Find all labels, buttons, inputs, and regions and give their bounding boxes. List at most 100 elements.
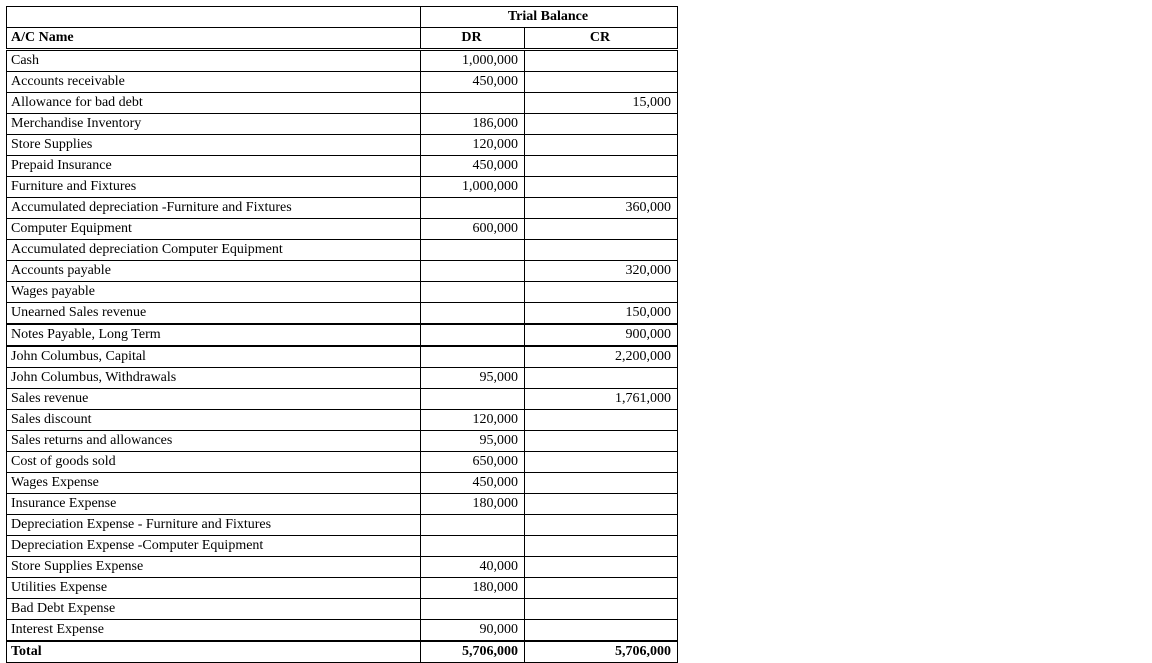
table-row: Utilities Expense180,000 [7, 578, 678, 599]
account-name-cell: Cost of goods sold [7, 452, 421, 473]
account-name-cell: Store Supplies [7, 135, 421, 156]
table-row: John Columbus, Withdrawals95,000 [7, 368, 678, 389]
cr-cell [525, 410, 678, 431]
dr-cell: 600,000 [421, 219, 525, 240]
dr-cell: 450,000 [421, 72, 525, 93]
dr-cell [421, 282, 525, 303]
cr-cell [525, 114, 678, 135]
cr-cell: 1,761,000 [525, 389, 678, 410]
col-header-name: A/C Name [7, 28, 421, 50]
dr-cell: 450,000 [421, 156, 525, 177]
account-name-cell: Bad Debt Expense [7, 599, 421, 620]
dr-cell: 1,000,000 [421, 177, 525, 198]
cr-cell: 360,000 [525, 198, 678, 219]
cr-cell [525, 494, 678, 515]
dr-cell: 120,000 [421, 410, 525, 431]
cr-cell [525, 135, 678, 156]
dr-cell: 180,000 [421, 494, 525, 515]
table-row: Bad Debt Expense [7, 599, 678, 620]
account-name-cell: Prepaid Insurance [7, 156, 421, 177]
cr-cell [525, 599, 678, 620]
dr-cell [421, 93, 525, 114]
trial-balance-table: Trial Balance A/C Name DR CR Cash1,000,0… [6, 6, 678, 663]
account-name-cell: Accumulated depreciation Computer Equipm… [7, 240, 421, 261]
table-row: Furniture and Fixtures1,000,000 [7, 177, 678, 198]
cr-cell [525, 431, 678, 452]
trial-balance-sheet: Trial Balance A/C Name DR CR Cash1,000,0… [0, 0, 1152, 663]
dr-cell: 180,000 [421, 578, 525, 599]
cr-cell [525, 219, 678, 240]
table-row: Depreciation Expense -Computer Equipment [7, 536, 678, 557]
cr-cell: 320,000 [525, 261, 678, 282]
dr-cell: 95,000 [421, 431, 525, 452]
cr-cell [525, 72, 678, 93]
account-name-cell: Store Supplies Expense [7, 557, 421, 578]
total-cr: 5,706,000 [525, 641, 678, 663]
account-name-cell: Accounts payable [7, 261, 421, 282]
table-row: Store Supplies120,000 [7, 135, 678, 156]
table-row: Accumulated depreciation -Furniture and … [7, 198, 678, 219]
account-name-cell: Allowance for bad debt [7, 93, 421, 114]
table-row: Cost of goods sold650,000 [7, 452, 678, 473]
dr-cell: 1,000,000 [421, 50, 525, 72]
table-row: Sales revenue 1,761,000 [7, 389, 678, 410]
table-row: Sales returns and allowances95,000 [7, 431, 678, 452]
table-row: Allowance for bad debt 15,000 [7, 93, 678, 114]
col-header-cr: CR [525, 28, 678, 50]
table-row: Insurance Expense180,000 [7, 494, 678, 515]
table-row: Merchandise Inventory186,000 [7, 114, 678, 135]
dr-cell: 90,000 [421, 620, 525, 642]
dr-cell: 450,000 [421, 473, 525, 494]
table-title: Trial Balance [421, 7, 678, 28]
cr-cell [525, 452, 678, 473]
cr-cell [525, 50, 678, 72]
total-row: Total 5,706,000 5,706,000 [7, 641, 678, 663]
cr-cell [525, 557, 678, 578]
title-row: Trial Balance [7, 7, 678, 28]
dr-cell: 95,000 [421, 368, 525, 389]
table-row: Accounts receivable450,000 [7, 72, 678, 93]
account-name-cell: Wages payable [7, 282, 421, 303]
table-row: Notes Payable, Long Term900,000 [7, 324, 678, 346]
table-row: Sales discount120,000 [7, 410, 678, 431]
cr-cell [525, 536, 678, 557]
table-row: Computer Equipment600,000 [7, 219, 678, 240]
col-header-dr: DR [421, 28, 525, 50]
account-name-cell: Notes Payable, Long Term [7, 324, 421, 346]
cr-cell: 2,200,000 [525, 346, 678, 368]
table-row: John Columbus, Capital 2,200,000 [7, 346, 678, 368]
account-name-cell: Sales revenue [7, 389, 421, 410]
dr-cell [421, 389, 525, 410]
header-row: A/C Name DR CR [7, 28, 678, 50]
table-row: Accounts payable 320,000 [7, 261, 678, 282]
total-dr: 5,706,000 [421, 641, 525, 663]
dr-cell: 40,000 [421, 557, 525, 578]
table-row: Accumulated depreciation Computer Equipm… [7, 240, 678, 261]
title-blank [7, 7, 421, 28]
dr-cell [421, 240, 525, 261]
cr-cell [525, 177, 678, 198]
cr-cell [525, 620, 678, 642]
account-name-cell: John Columbus, Capital [7, 346, 421, 368]
table-row: Wages payable [7, 282, 678, 303]
cr-cell [525, 368, 678, 389]
account-name-cell: Furniture and Fixtures [7, 177, 421, 198]
dr-cell: 120,000 [421, 135, 525, 156]
account-name-cell: Depreciation Expense -Computer Equipment [7, 536, 421, 557]
account-name-cell: Wages Expense [7, 473, 421, 494]
dr-cell [421, 303, 525, 325]
account-name-cell: Accumulated depreciation -Furniture and … [7, 198, 421, 219]
dr-cell [421, 599, 525, 620]
table-row: Wages Expense450,000 [7, 473, 678, 494]
account-name-cell: Unearned Sales revenue [7, 303, 421, 325]
dr-cell [421, 346, 525, 368]
account-name-cell: Computer Equipment [7, 219, 421, 240]
account-name-cell: Merchandise Inventory [7, 114, 421, 135]
cr-cell: 15,000 [525, 93, 678, 114]
dr-cell [421, 515, 525, 536]
cr-cell [525, 578, 678, 599]
account-name-cell: Utilities Expense [7, 578, 421, 599]
account-name-cell: John Columbus, Withdrawals [7, 368, 421, 389]
total-label: Total [7, 641, 421, 663]
table-row: Interest Expense90,000 [7, 620, 678, 642]
